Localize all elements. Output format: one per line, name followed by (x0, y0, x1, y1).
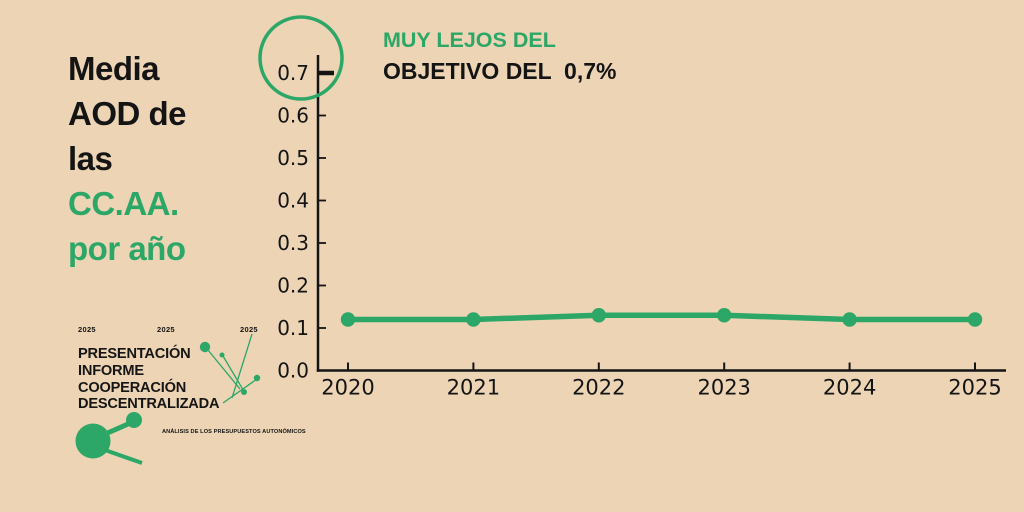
target-circle-annotation (258, 15, 344, 101)
page-title: Media AOD de las CC.AA. por año (68, 46, 187, 271)
x-tick-label: 2023 (697, 376, 750, 400)
logo-year-1: 2025 (78, 325, 96, 334)
data-point (717, 308, 732, 323)
logo-year-2: 2025 (157, 325, 175, 334)
logo-network-decoration (75, 333, 261, 465)
y-tick-label: 0.5 (277, 146, 309, 170)
title-line-5: por año (68, 230, 186, 267)
logo-tagline: ANÁLISIS DE LOS PRESUPUESTOS AUTONÓMICOS (162, 429, 306, 435)
title-line-3: las (68, 140, 113, 177)
y-tick-label: 0.0 (277, 359, 309, 383)
data-point (591, 308, 606, 323)
logo-wordmark: PRESENTACIÓN INFORME COOPERACIÓN DESCENT… (78, 345, 220, 413)
data-point (340, 312, 356, 327)
data-point (466, 312, 481, 327)
title-line-1: Media (68, 50, 160, 87)
data-point (967, 312, 983, 327)
data-point (842, 312, 857, 327)
molecule-icon (75, 412, 143, 465)
y-tick-label: 0.7 (277, 61, 309, 85)
logo-word-4: DESCENTRALIZADA (78, 395, 220, 413)
y-tick-label: 0.1 (277, 316, 309, 340)
x-tick-label: 2021 (447, 376, 500, 400)
x-tick-label: 2025 (948, 376, 1001, 400)
logo-block: 2025 2025 2025 PRESENTACIÓN INFORME COOP… (0, 0, 310, 512)
y-tick-label: 0.3 (277, 231, 309, 255)
y-tick-label: 0.6 (277, 104, 309, 128)
annotation-line-black: OBJETIVO DEL 0,7% (383, 58, 617, 84)
y-tick-label: 0.2 (277, 274, 309, 298)
x-tick-label: 2024 (823, 376, 876, 400)
target-annotation: MUY LEJOS DEL OBJETIVO DEL 0,7% (383, 28, 616, 85)
logo-word-2: INFORME (78, 361, 144, 379)
logo-word-3: COOPERACIÓN (78, 378, 187, 396)
logo-year-3: 2025 (240, 325, 258, 334)
annotation-line-green: MUY LEJOS DEL (383, 28, 556, 52)
title-line-2: AOD de (68, 95, 187, 132)
x-tick-label: 2022 (572, 376, 625, 400)
data-series-line (345, 312, 978, 323)
title-line-4: CC.AA. (68, 185, 179, 222)
logo-word-1: PRESENTACIÓN (78, 345, 191, 362)
y-tick-label: 0.4 (277, 189, 309, 213)
x-tick-label: 2020 (321, 376, 374, 400)
